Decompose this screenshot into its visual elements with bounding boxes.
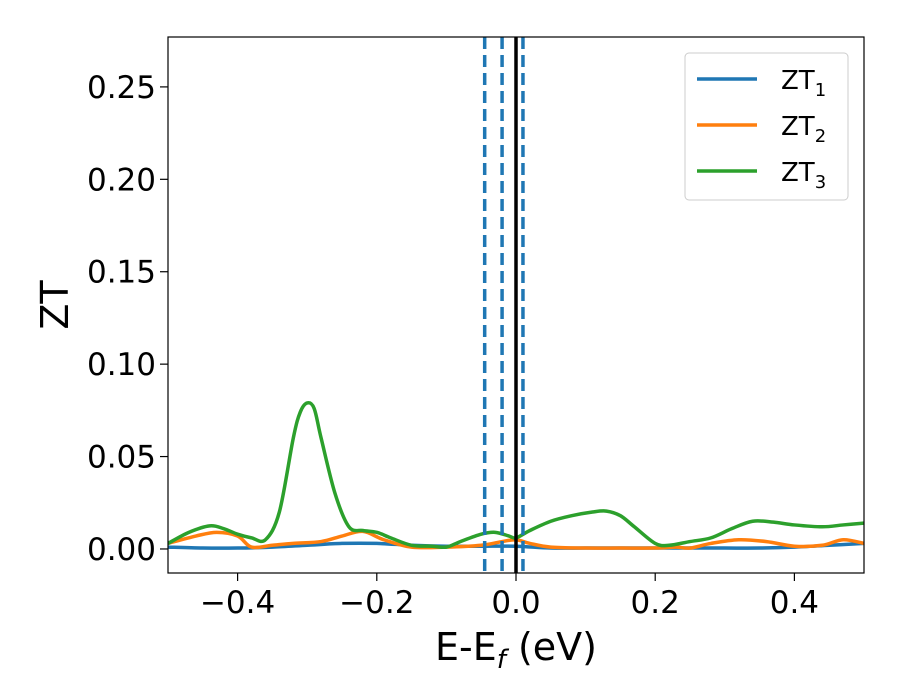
x-tick-label: 0.0: [491, 585, 540, 621]
y-tick-label: 0.25: [87, 70, 156, 106]
legend-label-base: ZT: [781, 112, 815, 142]
legend-label-zt3: ZT3: [781, 158, 826, 193]
y-axis-ticks: 0.00 0.05 0.10 0.15 0.20 0.25: [87, 70, 168, 568]
x-axis-label-base: E-E: [435, 625, 497, 669]
y-tick-label: 0.15: [87, 255, 156, 291]
y-axis-label: ZT: [33, 280, 77, 330]
legend-box: [684, 52, 849, 201]
x-axis-ticks: −0.4 −0.2 0.0 0.2 0.4: [200, 573, 819, 621]
x-axis-label: E-Ef (eV): [435, 625, 597, 675]
series-line-zt2: [168, 529, 864, 550]
legend-label-sub: 2: [815, 126, 826, 147]
series-line-zt3: [168, 400, 864, 550]
x-axis-label-suffix: (eV): [506, 625, 597, 669]
legend-label-zt2: ZT2: [781, 112, 826, 147]
legend-label-base: ZT: [781, 158, 815, 188]
x-tick-label: 0.2: [631, 585, 680, 621]
y-tick-label: 0.10: [87, 347, 156, 383]
reference-lines: [482, 37, 525, 573]
x-tick-label: 0.4: [770, 585, 819, 621]
legend-label-zt1: ZT1: [781, 66, 826, 101]
x-tick-label: −0.4: [200, 585, 275, 621]
legend-label-sub: 3: [815, 172, 826, 193]
y-tick-label: 0.05: [87, 440, 156, 476]
x-tick-label: −0.2: [339, 585, 414, 621]
y-tick-label: 0.20: [87, 162, 156, 198]
legend-label-sub: 1: [815, 80, 826, 101]
y-tick-label: 0.00: [87, 532, 156, 568]
legend-label-base: ZT: [781, 66, 815, 96]
